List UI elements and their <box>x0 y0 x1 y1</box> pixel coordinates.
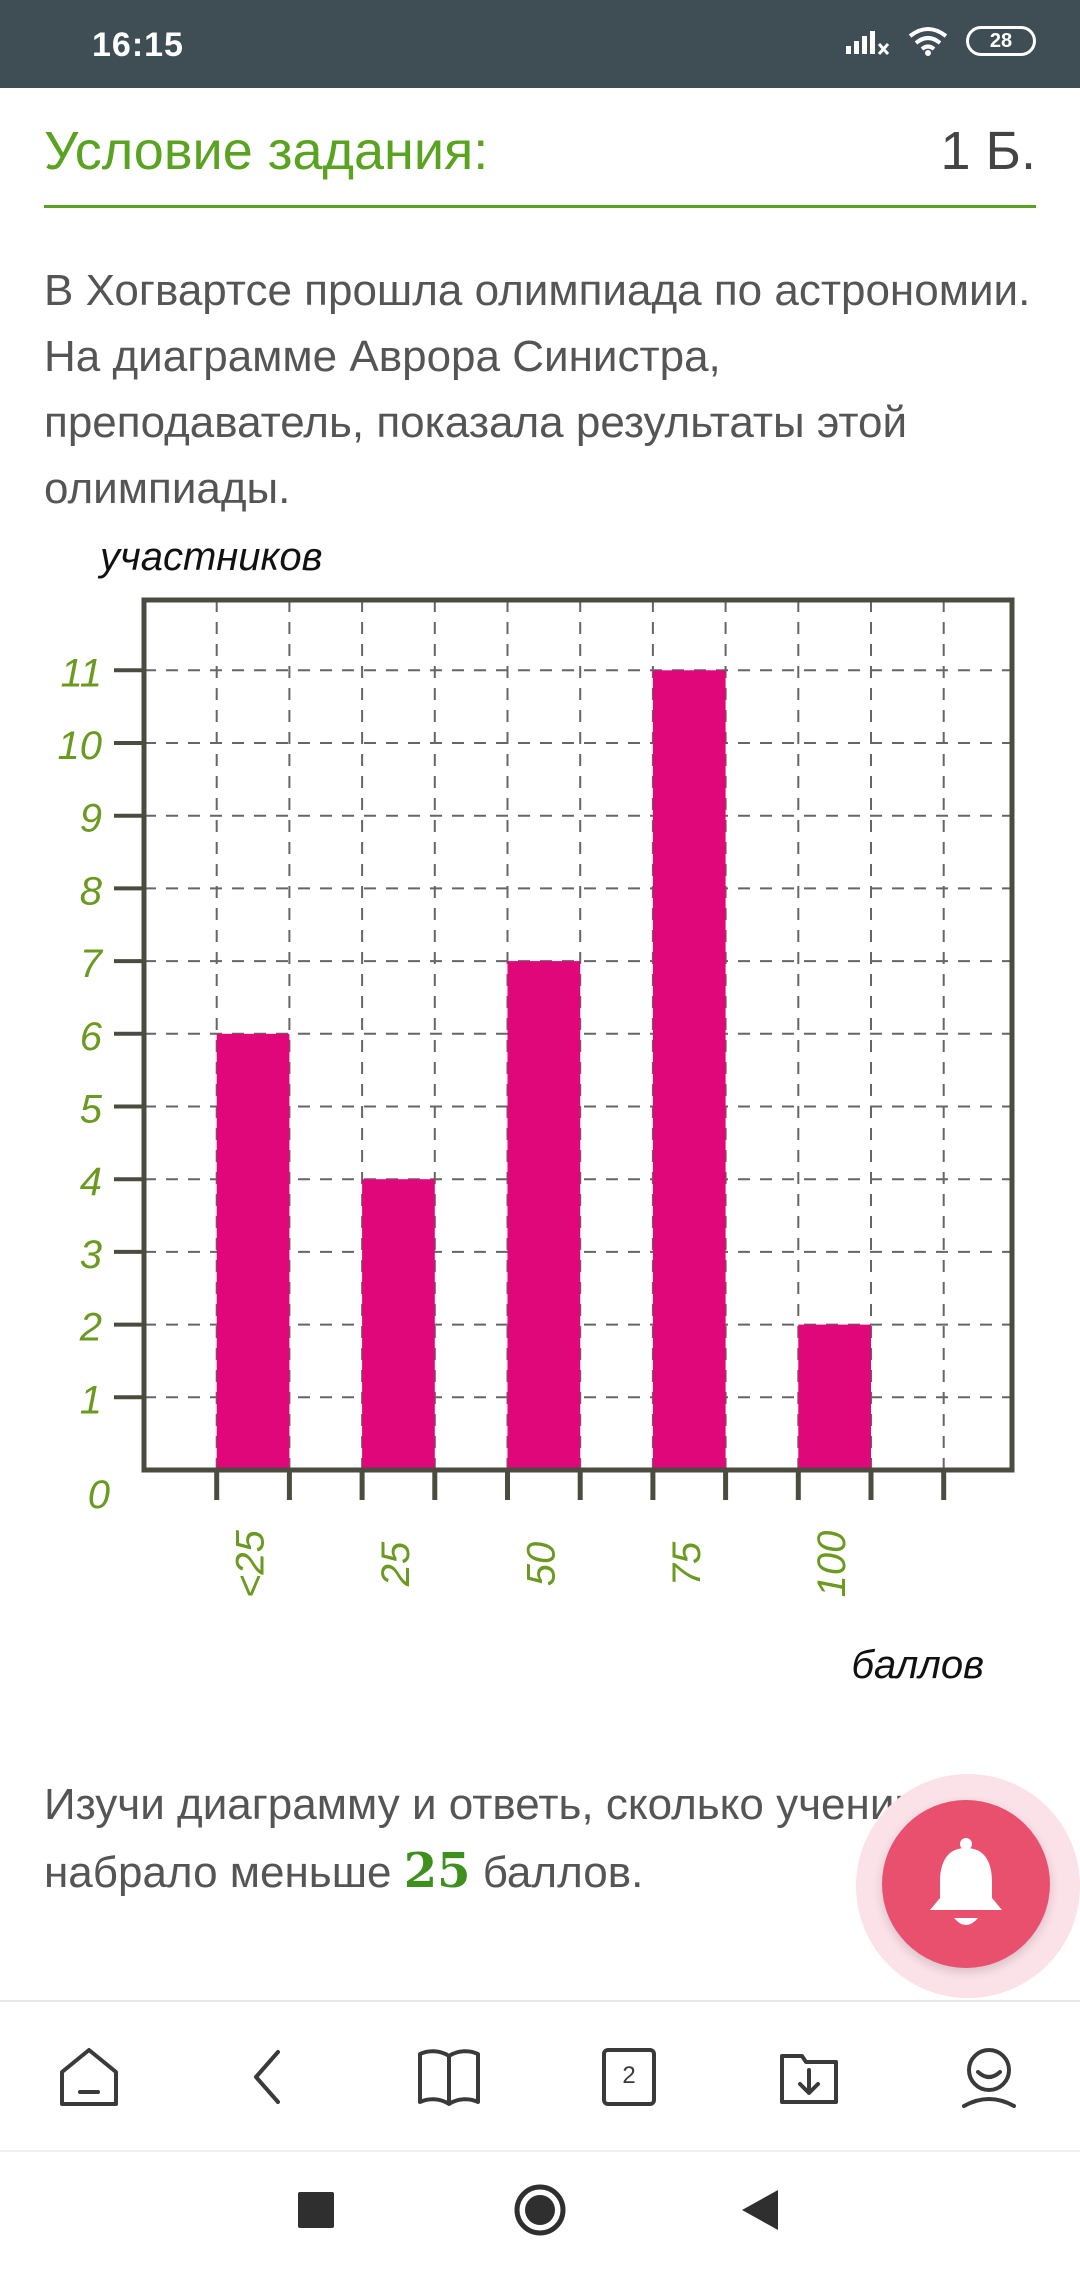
bar-4 <box>652 670 726 1470</box>
tabs-count: 2 <box>622 2062 636 2089</box>
task-text: В Хогвартсе прошла олимпиада по астроном… <box>44 266 1031 513</box>
x-tick-label: 50 <box>519 1542 563 1587</box>
y-tick-label: 10 <box>58 724 103 768</box>
question-before: Изучи диаграмму и ответь, сколько ученик… <box>44 1780 962 1897</box>
y-tick-label: 5 <box>80 1088 103 1132</box>
system-recents-button[interactable] <box>298 2192 334 2233</box>
y-tick-label: 0 <box>88 1473 110 1517</box>
task-points: 1 Б. <box>940 121 1036 181</box>
home-icon <box>60 2048 118 2106</box>
y-tick-label: 6 <box>80 1015 103 1059</box>
system-home-button[interactable] <box>514 2184 566 2241</box>
nav-tabs[interactable]: 2 <box>594 2042 664 2112</box>
y-tick-label: 4 <box>80 1160 102 1204</box>
nav-downloads[interactable] <box>774 2042 844 2112</box>
bar-3 <box>507 961 581 1470</box>
status-icons: 28 <box>846 26 1036 56</box>
bell-icon <box>930 1838 1002 1925</box>
nav-home[interactable] <box>54 2042 124 2112</box>
profile-icon <box>962 2048 1016 2108</box>
y-tick-label: 1 <box>80 1378 102 1422</box>
x-axis-title: баллов <box>851 1643 984 1687</box>
signal-icon <box>846 31 890 56</box>
question-number: 25 <box>403 1843 471 1899</box>
x-tick-label: 75 <box>665 1541 709 1586</box>
task-header: Условие задания: 1 Б. <box>44 112 1036 208</box>
wifi-icon <box>908 27 948 56</box>
question-after: баллов. <box>470 1848 644 1897</box>
nav-theory[interactable] <box>414 2042 484 2112</box>
square-icon <box>298 2192 334 2228</box>
y-tick-label: 7 <box>80 942 104 986</box>
circle-icon <box>514 2184 566 2236</box>
nav-profile[interactable] <box>954 2042 1024 2112</box>
question-text: Изучи диаграмму и ответь, сколько ученик… <box>44 1772 1044 1906</box>
system-back-button[interactable] <box>742 2190 778 2235</box>
y-tick-label: 11 <box>60 651 102 695</box>
y-tick-label: 9 <box>80 797 102 841</box>
book-icon <box>418 2049 480 2106</box>
back-icon <box>254 2050 280 2104</box>
x-tick-label: <25 <box>229 1529 273 1598</box>
status-time: 16:15 <box>92 26 184 64</box>
triangle-back-icon <box>742 2190 778 2230</box>
y-tick-label: 3 <box>80 1233 102 1277</box>
x-tick-label: 100 <box>810 1531 854 1598</box>
download-icon <box>780 2054 838 2104</box>
bottom-nav: 2 <box>0 2000 1080 2150</box>
task-title: Условие задания: <box>44 121 489 181</box>
nav-back[interactable] <box>234 2042 304 2112</box>
bar-2 <box>362 1179 435 1470</box>
bar-1 <box>216 1033 290 1470</box>
battery-indicator: 28 <box>966 26 1036 56</box>
system-nav <box>0 2150 1080 2280</box>
x-tick-label: 25 <box>374 1541 418 1587</box>
bar-chart: 0 1 2 3 4 5 6 7 8 9 10 11 <25 25 50 75 100 участников балл… <box>0 520 1080 1700</box>
chart-svg: 0 1 2 3 4 5 6 7 8 9 10 11 <25 25 50 75 100 участников балл… <box>58 535 1015 1687</box>
y-tick-label: 8 <box>80 869 103 913</box>
battery-level: 28 <box>989 29 1013 52</box>
notification-bell-button[interactable] <box>882 1800 1050 1968</box>
y-axis-title: участников <box>97 535 323 579</box>
tabs-icon <box>602 2048 656 2106</box>
bar-5 <box>798 1324 871 1470</box>
status-bar: 16:15 28 <box>0 0 1080 88</box>
y-tick-label: 2 <box>79 1306 102 1350</box>
